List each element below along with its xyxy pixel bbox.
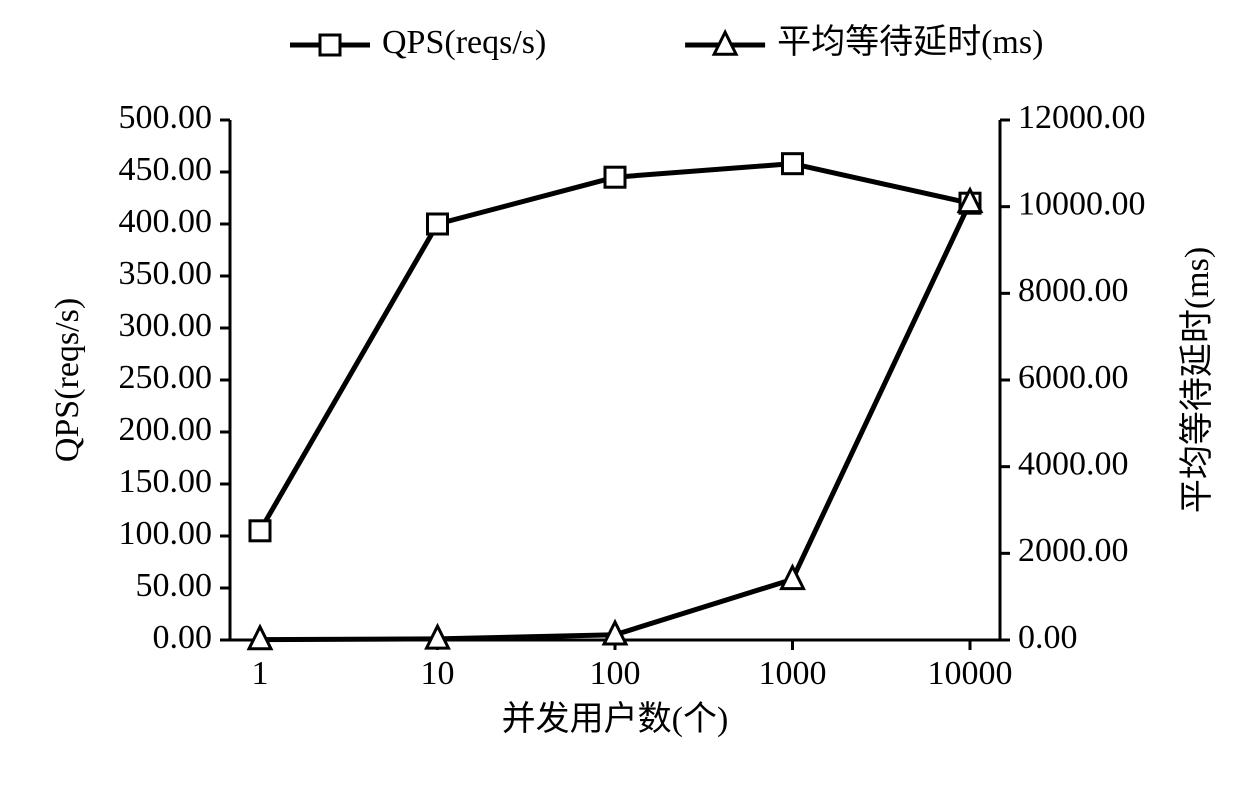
y-left-tick-label: 200.00 — [119, 411, 213, 448]
y-left-tick-label: 150.00 — [119, 463, 213, 500]
y-left-tick-label: 350.00 — [119, 255, 213, 292]
y-right-tick-label: 12000.00 — [1018, 99, 1146, 136]
y-left-axis-label: QPS(reqs/s) — [49, 298, 86, 462]
legend-label: QPS(reqs/s) — [382, 24, 546, 61]
x-tick-label: 1 — [252, 655, 269, 692]
x-tick-label: 10 — [421, 655, 455, 692]
y-left-tick-label: 400.00 — [119, 203, 213, 240]
y-left-tick-label: 250.00 — [119, 359, 213, 396]
y-left-tick-label: 500.00 — [119, 99, 213, 136]
y-right-tick-label: 8000.00 — [1018, 272, 1129, 309]
y-right-tick-label: 2000.00 — [1018, 532, 1129, 569]
data-point — [250, 521, 270, 541]
legend-label: 平均等待延时(ms) — [777, 23, 1043, 61]
x-tick-label: 10000 — [928, 655, 1013, 692]
y-left-tick-label: 0.00 — [153, 619, 213, 656]
y-left-tick-label: 50.00 — [136, 567, 213, 604]
y-right-tick-label: 4000.00 — [1018, 445, 1129, 482]
data-point — [783, 154, 803, 174]
data-point — [428, 214, 448, 234]
x-tick-label: 1000 — [759, 655, 827, 692]
y-left-tick-label: 300.00 — [119, 307, 213, 344]
y-right-tick-label: 6000.00 — [1018, 359, 1129, 396]
y-right-axis-label: 平均等待延时(ms) — [1178, 247, 1216, 513]
data-point — [605, 167, 625, 187]
y-left-tick-label: 450.00 — [119, 151, 213, 188]
x-axis-label: 并发用户数(个) — [502, 700, 729, 738]
y-left-tick-label: 100.00 — [119, 515, 213, 552]
x-tick-label: 100 — [590, 655, 641, 692]
y-right-tick-label: 0.00 — [1018, 619, 1078, 656]
chart-svg: 0.0050.00100.00150.00200.00250.00300.003… — [0, 0, 1240, 801]
y-right-tick-label: 10000.00 — [1018, 185, 1146, 222]
chart-container: 0.0050.00100.00150.00200.00250.00300.003… — [0, 0, 1240, 801]
